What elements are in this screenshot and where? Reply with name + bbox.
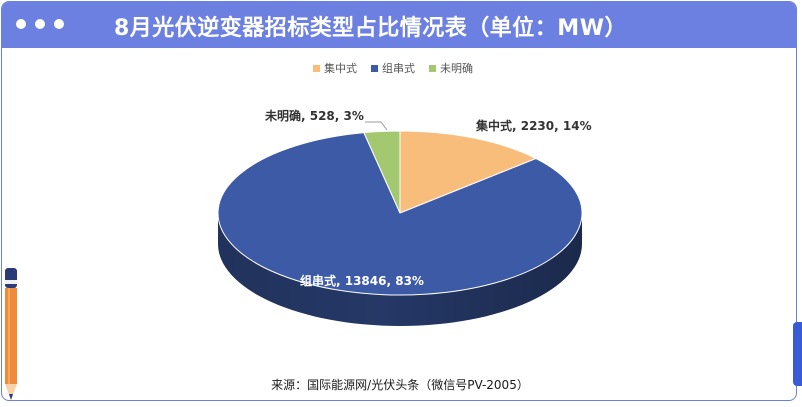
chart-panel: 8月光伏逆变器招标类型占比情况表（单位：MW） (1, 1, 797, 401)
legend-swatch-0 (313, 65, 320, 72)
legend-label-0: 集中式 (324, 61, 357, 75)
legend-swatch-2 (429, 65, 436, 72)
pie-slice-2 (363, 130, 401, 214)
pie-side-1 (218, 213, 582, 326)
data-label-0: 集中式, 2230, 14% (475, 118, 592, 133)
data-label-2: 未明确, 528, 3% (264, 108, 364, 123)
legend-label-1: 组串式 (382, 61, 415, 75)
dot-icon (35, 19, 45, 29)
title-bar: 8月光伏逆变器招标类型占比情况表（单位：MW） (2, 2, 796, 48)
pie-slice-1 (217, 132, 583, 296)
page-title: 8月光伏逆变器招标类型占比情况表（单位：MW） (114, 16, 627, 41)
pie-slice-0 (399, 130, 538, 214)
legend-swatch-1 (371, 65, 378, 72)
dot-icon (16, 19, 26, 29)
source-note: 来源：国际能源网/光伏头条（微信号PV-2005） (271, 378, 529, 392)
pencil-icon (5, 268, 17, 400)
data-label-1: 组串式, 13846, 83% (300, 273, 424, 288)
leader-line (365, 121, 388, 131)
side-tab (793, 322, 802, 386)
window-dots (16, 19, 64, 29)
dot-icon (54, 19, 64, 29)
legend-label-2: 未明确 (440, 62, 473, 75)
